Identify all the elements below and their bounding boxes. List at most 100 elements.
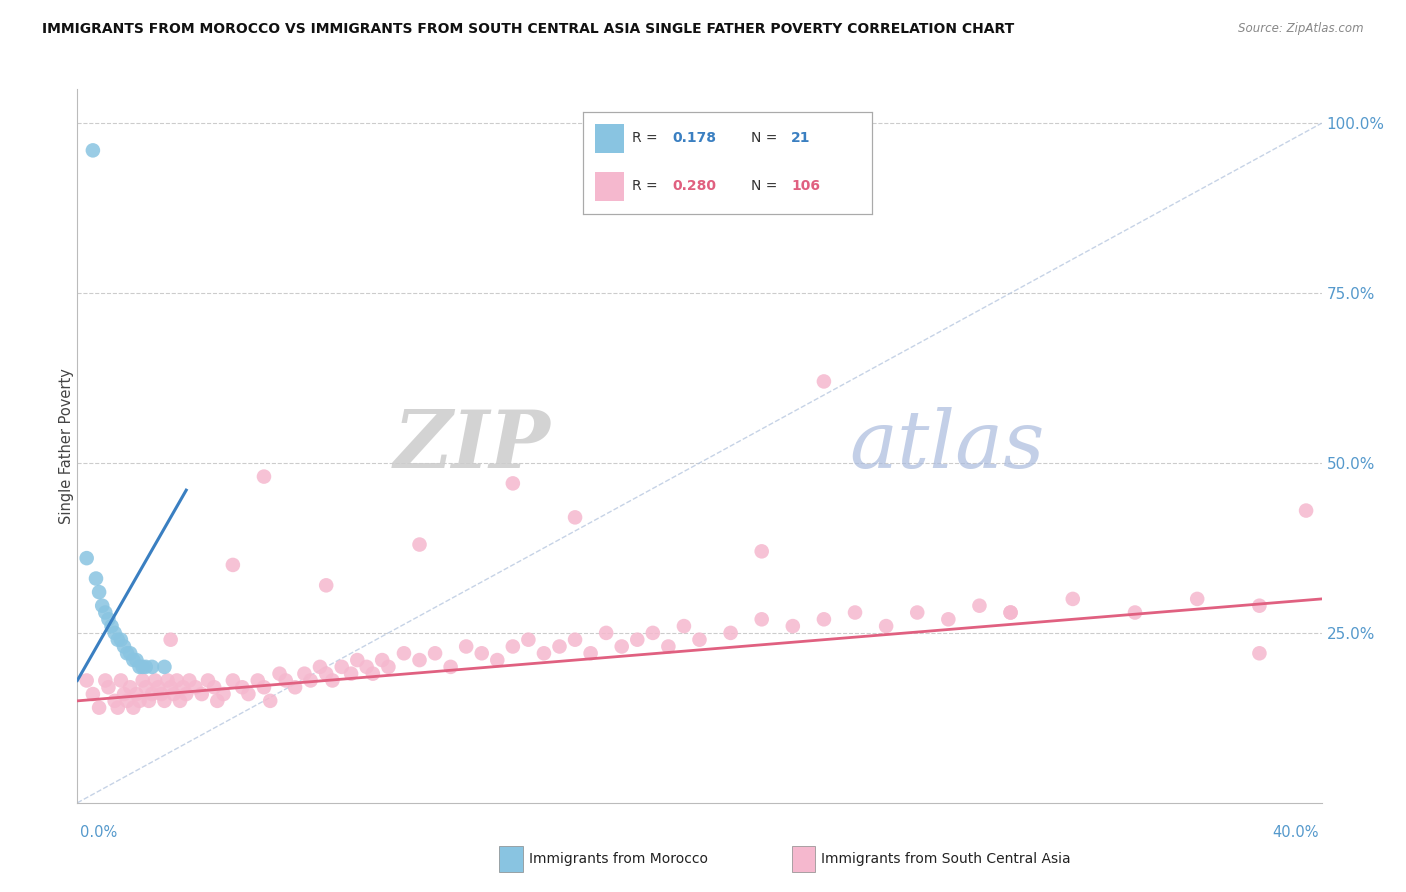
Point — [564, 510, 586, 524]
Point — [174, 687, 197, 701]
Text: Immigrants from Morocco: Immigrants from Morocco — [529, 852, 707, 866]
Point — [440, 660, 463, 674]
Point — [471, 646, 494, 660]
Text: Immigrants from South Central Asia: Immigrants from South Central Asia — [821, 852, 1071, 866]
Point — [361, 666, 384, 681]
Point — [356, 660, 378, 674]
Point — [875, 619, 897, 633]
Point — [166, 673, 188, 688]
Point — [115, 646, 138, 660]
Point — [148, 680, 170, 694]
Point — [548, 640, 571, 654]
Point — [294, 666, 316, 681]
Point — [672, 619, 695, 633]
Point — [212, 687, 235, 701]
Point — [751, 544, 773, 558]
Point — [156, 673, 179, 688]
Point — [392, 646, 415, 660]
Text: N =: N = — [751, 179, 778, 194]
Point — [1249, 599, 1271, 613]
Point — [112, 687, 135, 701]
Point — [408, 653, 430, 667]
Point — [104, 626, 127, 640]
Point — [502, 640, 524, 654]
Point — [315, 578, 337, 592]
Point — [1249, 646, 1271, 660]
Point — [340, 666, 363, 681]
Point — [141, 687, 163, 701]
Point — [315, 666, 337, 681]
Point — [595, 626, 617, 640]
Point — [191, 687, 214, 701]
Point — [76, 673, 98, 688]
Text: atlas: atlas — [849, 408, 1045, 484]
Point — [141, 660, 163, 674]
Point — [82, 144, 104, 158]
Text: 40.0%: 40.0% — [1272, 825, 1319, 840]
Point — [231, 680, 253, 694]
Point — [128, 694, 150, 708]
Text: ZIP: ZIP — [394, 408, 550, 484]
Point — [610, 640, 633, 654]
Point — [813, 375, 835, 389]
Point — [135, 660, 157, 674]
Point — [138, 694, 160, 708]
Point — [172, 680, 194, 694]
Point — [135, 680, 157, 694]
Point — [125, 653, 148, 667]
Point — [112, 640, 135, 654]
Point — [423, 646, 446, 660]
Y-axis label: Single Father Poverty: Single Father Poverty — [59, 368, 73, 524]
Point — [259, 694, 281, 708]
Text: 0.0%: 0.0% — [80, 825, 117, 840]
Point — [125, 687, 148, 701]
Point — [533, 646, 555, 660]
Point — [153, 694, 176, 708]
Point — [159, 632, 181, 647]
Point — [284, 680, 307, 694]
Point — [1000, 606, 1022, 620]
Point — [87, 700, 110, 714]
Point — [110, 673, 132, 688]
Point — [76, 551, 98, 566]
Point — [1062, 591, 1084, 606]
Point — [751, 612, 773, 626]
Point — [330, 660, 353, 674]
Point — [502, 476, 524, 491]
Point — [143, 673, 166, 688]
Point — [720, 626, 742, 640]
Point — [626, 632, 648, 647]
Text: R =: R = — [633, 179, 658, 194]
Text: 0.178: 0.178 — [673, 131, 717, 145]
Point — [1000, 606, 1022, 620]
Point — [87, 585, 110, 599]
Point — [97, 680, 120, 694]
Point — [408, 537, 430, 551]
Point — [269, 666, 291, 681]
Point — [564, 632, 586, 647]
Text: IMMIGRANTS FROM MOROCCO VS IMMIGRANTS FROM SOUTH CENTRAL ASIA SINGLE FATHER POVE: IMMIGRANTS FROM MOROCCO VS IMMIGRANTS FR… — [42, 22, 1015, 37]
Point — [299, 673, 322, 688]
Point — [150, 687, 173, 701]
Point — [844, 606, 866, 620]
Point — [110, 632, 132, 647]
Point — [107, 700, 129, 714]
Point — [197, 673, 219, 688]
Point — [169, 694, 191, 708]
Point — [131, 660, 153, 674]
Point — [1295, 503, 1317, 517]
Point — [100, 619, 122, 633]
Point — [969, 599, 991, 613]
Text: N =: N = — [751, 131, 778, 145]
Point — [120, 646, 142, 660]
Point — [94, 606, 117, 620]
Point — [321, 673, 343, 688]
Point — [94, 673, 117, 688]
Point — [179, 673, 201, 688]
Point — [346, 653, 368, 667]
Point — [238, 687, 260, 701]
Point — [938, 612, 960, 626]
Point — [153, 660, 176, 674]
Point — [222, 558, 245, 572]
FancyBboxPatch shape — [595, 172, 624, 201]
